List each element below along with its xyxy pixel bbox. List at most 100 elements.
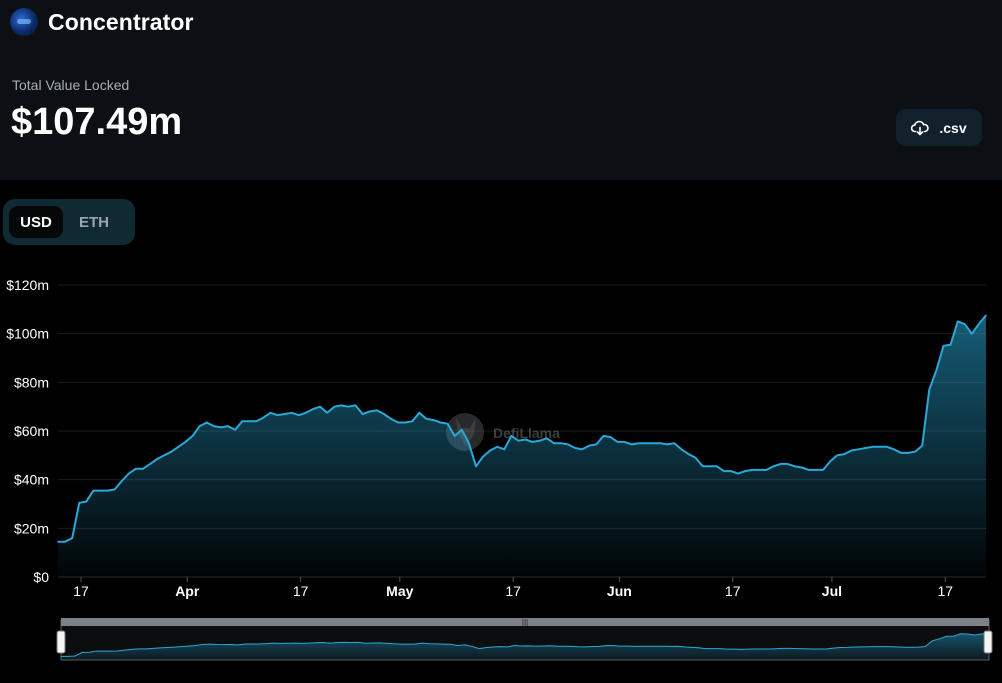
data-point (602, 435, 605, 437)
y-tick-label: $0 (33, 569, 49, 585)
data-point (666, 443, 668, 446)
data-point (588, 444, 591, 447)
data-point (347, 405, 350, 408)
data-point (581, 448, 583, 451)
data-point (128, 472, 130, 475)
data-point (538, 439, 541, 442)
data-point (99, 489, 102, 492)
data-point (574, 447, 576, 449)
x-tick-label: 17 (937, 583, 953, 599)
x-tick-label: May (386, 583, 413, 599)
data-point (92, 489, 95, 492)
data-point (376, 409, 378, 412)
download-csv-button[interactable]: .csv (896, 109, 982, 146)
cloud-download-icon (911, 120, 930, 135)
x-tick-label: 17 (293, 583, 309, 599)
data-point (234, 429, 236, 431)
data-point (432, 419, 435, 421)
data-point (765, 469, 768, 471)
data-points (57, 314, 987, 543)
data-point (333, 405, 336, 408)
data-point (723, 470, 725, 472)
data-point (822, 469, 824, 471)
data-point (886, 446, 888, 448)
data-point (645, 442, 647, 445)
data-point (772, 465, 775, 468)
data-point (184, 441, 187, 443)
currency-toggle: USD ETH (3, 199, 135, 245)
data-point (546, 437, 548, 440)
data-point (935, 369, 938, 372)
data-point (744, 470, 746, 472)
data-point (793, 465, 796, 468)
data-point (928, 388, 931, 391)
data-point (305, 412, 307, 414)
data-point (340, 404, 343, 407)
navigator-line (61, 632, 990, 657)
data-point (453, 435, 456, 437)
watermark-text: DefiLlama (493, 425, 560, 441)
data-point (319, 405, 321, 408)
x-tick-label: 17 (505, 583, 521, 599)
data-point (949, 343, 952, 346)
data-point (801, 466, 803, 469)
scrollbar-grip-icon: ||| (522, 618, 528, 627)
data-point (397, 421, 399, 424)
data-point (312, 408, 314, 410)
concentrator-logo (10, 8, 38, 36)
data-point (687, 453, 690, 455)
protocol-name: Concentrator (48, 8, 194, 35)
data-point (121, 480, 123, 482)
data-point (206, 421, 208, 424)
data-point (177, 446, 180, 448)
data-point (368, 410, 371, 413)
data-point (248, 420, 251, 423)
data-point (496, 446, 499, 448)
data-point (524, 438, 527, 441)
data-point (425, 418, 428, 420)
data-point (963, 323, 966, 325)
data-point (971, 332, 973, 335)
data-point (198, 425, 201, 427)
data-point (255, 420, 258, 423)
data-point (461, 429, 463, 431)
data-point (864, 447, 867, 449)
data-point (135, 467, 137, 470)
data-point (815, 469, 817, 471)
x-tick-label: 17 (73, 583, 89, 599)
data-point (510, 435, 513, 437)
data-point (786, 463, 789, 465)
navigator-area (61, 633, 989, 660)
csv-label: .csv (939, 119, 967, 136)
data-point (262, 416, 265, 419)
data-point (57, 540, 59, 543)
navigator-right-handle[interactable] (983, 630, 993, 654)
data-point (985, 314, 987, 317)
x-tick-label: Apr (175, 583, 200, 599)
data-point (383, 413, 385, 415)
y-tick-label: $20m (14, 520, 49, 536)
navigator-left-handle[interactable] (56, 630, 66, 654)
data-point (659, 442, 661, 445)
navigator-scrollbar[interactable] (61, 618, 989, 626)
x-tick-label: Jul (822, 583, 842, 599)
range-navigator[interactable]: ||| (56, 618, 993, 661)
data-point (326, 412, 329, 414)
data-point (779, 463, 782, 465)
data-point (900, 452, 902, 454)
data-point (411, 420, 414, 423)
data-point (652, 442, 654, 445)
data-point (475, 465, 477, 468)
data-point (843, 453, 846, 455)
data-point (567, 443, 569, 446)
data-point (503, 448, 506, 451)
data-point (276, 414, 279, 417)
data-point (857, 448, 860, 451)
toggle-usd[interactable]: USD (9, 206, 63, 238)
data-point (71, 537, 73, 539)
data-point (361, 413, 364, 415)
data-point (269, 412, 272, 414)
data-point (751, 469, 753, 471)
toggle-eth[interactable]: ETH (79, 213, 109, 231)
